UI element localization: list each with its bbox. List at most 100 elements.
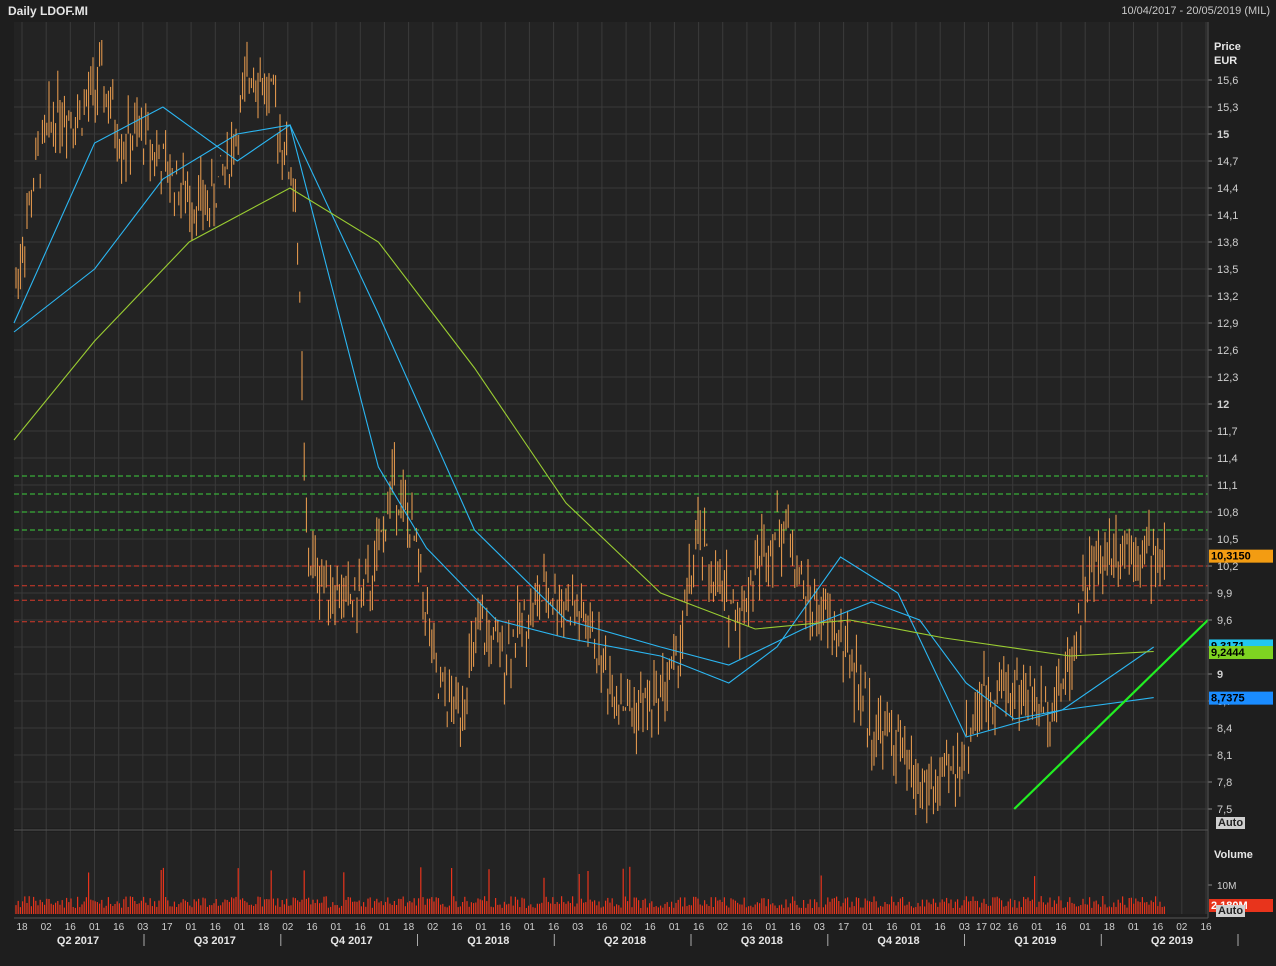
price-tick-label: 13,8: [1217, 237, 1238, 249]
day-tick-label: 16: [65, 922, 77, 933]
day-tick-label: 02: [1176, 922, 1188, 933]
day-tick-label: 16: [596, 922, 608, 933]
day-tick-label: 16: [741, 922, 753, 933]
price-tick-label: 11,1: [1217, 480, 1238, 492]
value-tag: 8,7375: [1209, 691, 1273, 705]
price-axis[interactable]: 15,6 15,3 15 14,7 14,4 14,1 13,8 13,5 13,2 12,9 12…: [1208, 41, 1241, 816]
price-bars: [15, 40, 1165, 824]
day-tick-label: 02: [717, 922, 729, 933]
chart-title: Daily LDOF.MI: [8, 4, 89, 18]
day-tick-label: 16: [1200, 922, 1212, 933]
day-tick-label: 01: [476, 922, 488, 933]
day-tick-label: 17: [838, 922, 850, 933]
quarter-label: Q2 2018: [604, 935, 646, 947]
price-tick-label: 11,7: [1217, 426, 1238, 438]
quarter-label: Q2 2017: [57, 935, 99, 947]
day-tick-label: 16: [1055, 922, 1067, 933]
price-axis-label: Price: [1214, 41, 1241, 53]
value-tag-bg: [1209, 646, 1273, 660]
day-tick-label: 01: [379, 922, 391, 933]
price-tick-label: 14,7: [1217, 156, 1238, 168]
value-tag-label: 9,2444: [1211, 647, 1246, 659]
day-tick-label: 16: [113, 922, 125, 933]
price-tick-label: 15,3: [1217, 102, 1238, 114]
day-tick-label: 01: [910, 922, 922, 933]
value-tag-label: 10,3150: [1211, 551, 1251, 563]
day-tick-label: 18: [403, 922, 415, 933]
support-trendline[interactable]: [1013, 619, 1209, 810]
value-tag-bg: [1209, 549, 1273, 563]
price-tick-label: 15,6: [1217, 75, 1238, 87]
value-tag: 10,3150: [1209, 549, 1273, 563]
day-tick-label: 18: [1104, 922, 1116, 933]
volume-auto-scale-button[interactable]: Auto: [1216, 905, 1246, 917]
day-tick-label: 16: [355, 922, 367, 933]
value-tag: 9,2444: [1209, 646, 1273, 660]
horizontal-levels: [14, 475, 1208, 623]
value-tag-bg: [1209, 691, 1273, 705]
day-tick-label: 01: [1031, 922, 1043, 933]
day-tick-label: 01: [524, 922, 536, 933]
price-tick-label: 13,2: [1217, 291, 1238, 303]
price-auto-scale-button[interactable]: Auto: [1216, 817, 1246, 829]
price-tick-label: 8,4: [1217, 723, 1232, 735]
moving-average-line: [13, 106, 1155, 738]
day-tick-label: 16: [548, 922, 560, 933]
price-plot-area: [14, 22, 1208, 828]
day-tick-label: 02: [282, 922, 294, 933]
quarter-label: Q3 2017: [194, 935, 236, 947]
price-tick-label: 9,6: [1217, 615, 1232, 627]
day-tick-label: 16: [790, 922, 802, 933]
price-tick-label: 9,9: [1217, 588, 1232, 600]
price-tick-label: 12,6: [1217, 345, 1238, 357]
volume-plot-area: [14, 832, 1208, 914]
volume-tick-label: 10M: [1217, 881, 1236, 892]
day-tick-label: 16: [645, 922, 657, 933]
price-tick-label: 10,2: [1217, 561, 1238, 573]
moving-average-line: [13, 124, 1154, 720]
price-tick-label: 14,1: [1217, 210, 1238, 222]
price-tick-label: 7,5: [1217, 804, 1232, 816]
quarter-label: Q2 2019: [1151, 935, 1193, 947]
day-tick-label: 18: [16, 922, 28, 933]
date-range: 10/04/2017 - 20/05/2019 (MIL): [1121, 5, 1270, 17]
day-tick-label: 02: [41, 922, 53, 933]
price-tick-label: 7,8: [1217, 777, 1232, 789]
price-tick-label: 15: [1217, 129, 1229, 141]
time-axis[interactable]: 18 02 16 01 16 03 17 01 16 01 18 02 16 01 16 01 18 02 16 01…: [16, 922, 1239, 947]
day-tick-label: 01: [862, 922, 874, 933]
day-tick-label: 03: [814, 922, 826, 933]
day-tick-label: 01: [669, 922, 681, 933]
day-tick-label: 03: [959, 922, 971, 933]
volume-axis: Volume 10M: [1208, 849, 1253, 892]
day-tick-label: 16: [500, 922, 512, 933]
price-tick-label: 13,5: [1217, 264, 1238, 276]
price-tick-label: 8,1: [1217, 750, 1232, 762]
day-tick-label: 17 02: [976, 922, 1001, 933]
price-tick-label: 12,3: [1217, 372, 1238, 384]
price-tick-label: 12,9: [1217, 318, 1238, 330]
grid-lines: [14, 22, 1208, 914]
day-tick-label: 18: [258, 922, 270, 933]
day-tick-label: 01: [186, 922, 198, 933]
price-tick-label: 10,5: [1217, 534, 1238, 546]
day-tick-label: 01: [331, 922, 343, 933]
day-tick-label: 01: [1080, 922, 1092, 933]
day-tick-label: 03: [137, 922, 149, 933]
volume-axis-label: Volume: [1214, 849, 1253, 861]
price-tick-label: 9: [1217, 669, 1223, 681]
quarter-label: Q3 2018: [741, 935, 783, 947]
trendline[interactable]: [1013, 619, 1209, 810]
day-tick-label: 16: [1152, 922, 1164, 933]
day-tick-label: 16: [935, 922, 947, 933]
price-tick-label: 12: [1217, 399, 1229, 411]
day-tick-label: 16: [886, 922, 898, 933]
price-tick-label: 14,4: [1217, 183, 1238, 195]
price-tick-label: 10,8: [1217, 507, 1238, 519]
day-tick-label: 16: [210, 922, 222, 933]
quarter-label: Q1 2019: [1014, 935, 1056, 947]
day-tick-label: 17: [161, 922, 173, 933]
day-tick-label: 01: [234, 922, 246, 933]
